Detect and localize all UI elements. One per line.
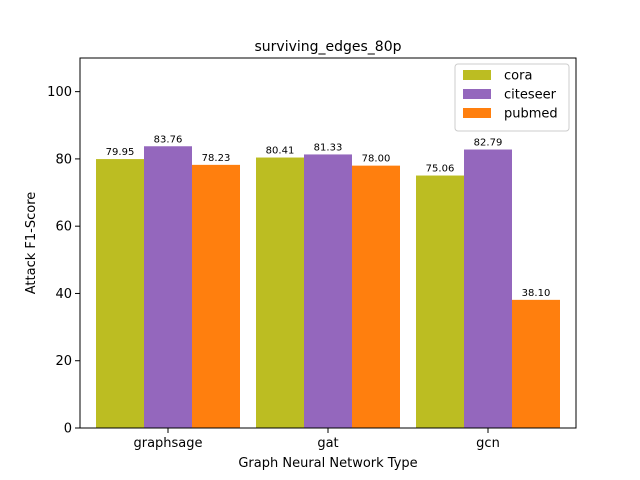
legend-label-citeseer: citeseer bbox=[504, 88, 557, 103]
legend-label-pubmed: pubmed bbox=[504, 107, 558, 122]
data-label-citeseer-gcn: 82.79 bbox=[474, 138, 503, 149]
bar-cora-gcn bbox=[416, 175, 464, 428]
y-tick-label: 20 bbox=[55, 354, 72, 369]
bar-pubmed-gat bbox=[352, 165, 400, 428]
x-tick-label: gat bbox=[317, 436, 338, 451]
legend-swatch-cora bbox=[463, 70, 491, 80]
data-label-citeseer-gat: 81.33 bbox=[314, 142, 343, 153]
y-tick-label: 80 bbox=[55, 152, 72, 167]
chart-title: surviving_edges_80p bbox=[254, 39, 401, 55]
x-axis: graphsage gat gcn bbox=[133, 428, 500, 451]
y-tick-label: 100 bbox=[47, 85, 72, 100]
plot-frame bbox=[79, 57, 577, 429]
y-tick-label: 40 bbox=[55, 287, 72, 302]
legend-swatch-citeseer bbox=[463, 89, 491, 99]
data-label-pubmed-gat: 78.00 bbox=[362, 154, 391, 165]
bar-cora-gat bbox=[256, 157, 304, 428]
data-label-pubmed-graphsage: 78.23 bbox=[202, 153, 231, 164]
bar-pubmed-gcn bbox=[512, 299, 560, 428]
data-label-pubmed-gcn: 38.10 bbox=[522, 288, 551, 299]
y-tick-label: 60 bbox=[55, 220, 72, 235]
bar-citeseer-gcn bbox=[464, 149, 512, 428]
data-label-cora-gcn: 75.06 bbox=[426, 164, 455, 175]
x-tick-label: gcn bbox=[476, 436, 500, 451]
x-tick-label: graphsage bbox=[133, 436, 202, 451]
y-tick-label: 0 bbox=[64, 422, 72, 437]
y-axis-label: Attack F1-Score bbox=[24, 192, 39, 294]
data-label-cora-gat: 80.41 bbox=[266, 146, 295, 157]
bar-citeseer-gat bbox=[304, 154, 352, 428]
data-label-cora-graphsage: 79.95 bbox=[106, 147, 135, 158]
x-axis-label: Graph Neural Network Type bbox=[238, 456, 417, 471]
legend-label-cora: cora bbox=[504, 69, 532, 84]
bar-pubmed-graphsage bbox=[192, 164, 240, 429]
legend: cora citeseer pubmed bbox=[454, 63, 570, 132]
data-label-citeseer-graphsage: 83.76 bbox=[154, 134, 183, 145]
bar-citeseer-graphsage bbox=[144, 146, 192, 428]
bar-cora-graphsage bbox=[96, 159, 144, 428]
y-axis: 0 20 40 60 80 100 bbox=[47, 85, 80, 437]
bars-group: 79.95 80.41 75.06 83.76 81.33 82.79 78.23 78.00… bbox=[96, 134, 560, 429]
legend-swatch-pubmed bbox=[463, 108, 491, 118]
